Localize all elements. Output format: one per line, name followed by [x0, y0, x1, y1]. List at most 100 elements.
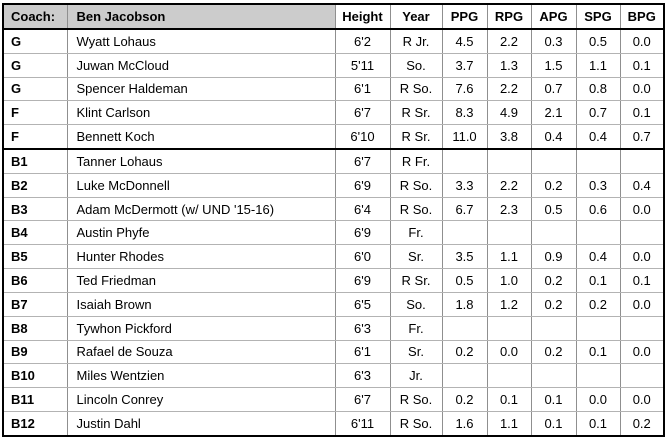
player-name: Tanner Lohaus — [66, 147, 336, 174]
stat-bpg: 0.0 — [619, 387, 665, 412]
stat-ppg — [441, 315, 488, 341]
player-year: R So. — [389, 387, 443, 412]
player-year: Fr. — [389, 220, 443, 246]
stat-spg — [575, 315, 621, 341]
player-height: 6'3 — [334, 315, 391, 341]
player-name: Klint Carlson — [66, 100, 336, 126]
stat-bpg — [619, 147, 665, 174]
player-year: R Jr. — [389, 28, 443, 54]
player-year: So. — [389, 52, 443, 78]
row-position: B7 — [2, 291, 68, 317]
stat-rpg — [486, 315, 532, 341]
stat-bpg: 0.1 — [619, 52, 665, 78]
row-position: B4 — [2, 220, 68, 246]
table-row: F Bennett Koch 6'10 R Sr. 11.0 3.8 0.4 0… — [2, 124, 665, 150]
stat-spg: 0.0 — [575, 387, 621, 412]
stat-spg: 0.1 — [575, 339, 621, 365]
stat-rpg: 1.3 — [486, 52, 532, 78]
stat-spg: 0.2 — [575, 291, 621, 317]
row-position: G — [2, 28, 68, 54]
stat-bpg: 0.1 — [619, 268, 665, 293]
player-name: Austin Phyfe — [66, 220, 336, 246]
stat-apg: 0.3 — [530, 28, 577, 54]
stat-spg — [575, 363, 621, 389]
row-position: B1 — [2, 147, 68, 174]
stat-spg: 0.4 — [575, 124, 621, 150]
stat-bpg: 0.0 — [619, 76, 665, 102]
stat-apg — [530, 315, 577, 341]
player-height: 6'9 — [334, 220, 391, 246]
stat-ppg: 1.6 — [441, 410, 488, 437]
stat-ppg: 0.2 — [441, 339, 488, 365]
stat-ppg: 4.5 — [441, 28, 488, 54]
stat-ppg: 8.3 — [441, 100, 488, 126]
player-year: R Sr. — [389, 124, 443, 150]
stat-bpg: 0.0 — [619, 291, 665, 317]
stat-spg — [575, 147, 621, 174]
player-year: R So. — [389, 196, 443, 222]
column-header-apg: APG — [530, 3, 577, 30]
row-position: B6 — [2, 268, 68, 293]
stat-rpg: 1.1 — [486, 244, 532, 270]
player-name: Bennett Koch — [66, 124, 336, 150]
player-height: 6'9 — [334, 172, 391, 198]
table-row: B7 Isaiah Brown 6'5 So. 1.8 1.2 0.2 0.2 … — [2, 291, 665, 317]
player-name: Lincoln Conrey — [66, 387, 336, 412]
stat-rpg: 1.2 — [486, 291, 532, 317]
player-height: 6'1 — [334, 76, 391, 102]
player-name: Hunter Rhodes — [66, 244, 336, 270]
player-height: 6'11 — [334, 410, 391, 437]
column-header-bpg: BPG — [619, 3, 665, 30]
stat-bpg: 0.1 — [619, 100, 665, 126]
player-name: Juwan McCloud — [66, 52, 336, 78]
stat-ppg — [441, 220, 488, 246]
table-row: B12 Justin Dahl 6'11 R So. 1.6 1.1 0.1 0… — [2, 410, 665, 437]
player-name: Luke McDonnell — [66, 172, 336, 198]
player-year: R Sr. — [389, 268, 443, 293]
row-position: B8 — [2, 315, 68, 341]
row-position: B5 — [2, 244, 68, 270]
stat-ppg — [441, 363, 488, 389]
stat-apg: 0.1 — [530, 387, 577, 412]
table-row: G Juwan McCloud 5'11 So. 3.7 1.3 1.5 1.1… — [2, 52, 665, 78]
stat-apg: 0.2 — [530, 172, 577, 198]
stat-bpg: 0.0 — [619, 196, 665, 222]
table-header-row: Coach: Ben Jacobson Height Year PPG RPG … — [2, 3, 665, 30]
row-position: B9 — [2, 339, 68, 365]
stat-spg: 0.5 — [575, 28, 621, 54]
table-row: B2 Luke McDonnell 6'9 R So. 3.3 2.2 0.2 … — [2, 172, 665, 198]
row-position: B2 — [2, 172, 68, 198]
column-header-year: Year — [389, 3, 443, 30]
player-name: Miles Wentzien — [66, 363, 336, 389]
player-year: R So. — [389, 76, 443, 102]
stat-ppg: 7.6 — [441, 76, 488, 102]
stat-ppg: 11.0 — [441, 124, 488, 150]
stat-rpg: 2.3 — [486, 196, 532, 222]
stat-ppg: 3.5 — [441, 244, 488, 270]
stat-rpg — [486, 147, 532, 174]
player-year: Jr. — [389, 363, 443, 389]
stat-bpg — [619, 220, 665, 246]
player-name: Isaiah Brown — [66, 291, 336, 317]
table-row: F Klint Carlson 6'7 R Sr. 8.3 4.9 2.1 0.… — [2, 100, 665, 126]
player-height: 6'7 — [334, 100, 391, 126]
player-height: 5'11 — [334, 52, 391, 78]
stat-rpg: 4.9 — [486, 100, 532, 126]
player-height: 6'10 — [334, 124, 391, 150]
table-row: B5 Hunter Rhodes 6'0 Sr. 3.5 1.1 0.9 0.4… — [2, 244, 665, 270]
row-position: B10 — [2, 363, 68, 389]
stat-apg: 0.7 — [530, 76, 577, 102]
stat-ppg — [441, 147, 488, 174]
player-height: 6'9 — [334, 268, 391, 293]
table-row: G Wyatt Lohaus 6'2 R Jr. 4.5 2.2 0.3 0.5… — [2, 28, 665, 54]
stat-apg: 1.5 — [530, 52, 577, 78]
player-height: 6'0 — [334, 244, 391, 270]
stat-apg: 0.2 — [530, 339, 577, 365]
row-position: F — [2, 100, 68, 126]
stat-spg: 0.6 — [575, 196, 621, 222]
stat-apg — [530, 147, 577, 174]
column-header-rpg: RPG — [486, 3, 532, 30]
player-year: R So. — [389, 410, 443, 437]
player-height: 6'5 — [334, 291, 391, 317]
player-year: R So. — [389, 172, 443, 198]
